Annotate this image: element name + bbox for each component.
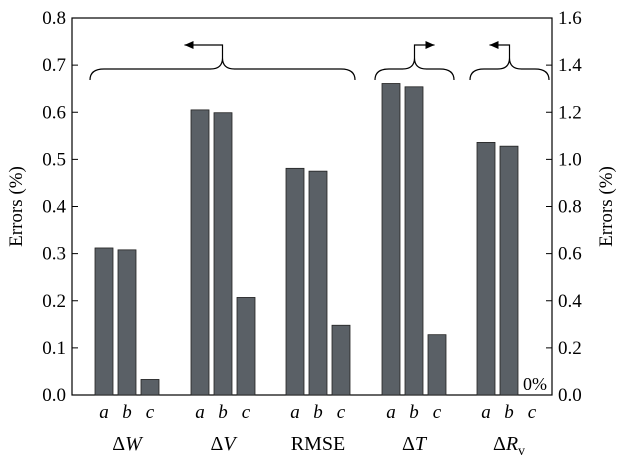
left-tick-label: 0.2: [42, 291, 66, 312]
group-name: R: [505, 433, 518, 455]
sub-label-c: c: [433, 402, 442, 423]
sub-label-c: c: [528, 402, 537, 423]
left-tick-label: 0.7: [42, 55, 66, 76]
bar-t-c: [427, 334, 447, 396]
left-tick-label: 0.4: [42, 197, 66, 218]
sub-label-b: b: [218, 402, 228, 423]
arrowhead: [489, 41, 499, 49]
delta-symbol: Δ: [493, 433, 506, 455]
bar-w-c: [140, 379, 160, 396]
axis-brace: [89, 57, 356, 81]
sub-label-a: a: [195, 402, 205, 423]
group-name: RMSE: [291, 433, 345, 455]
group-name: W: [125, 433, 144, 455]
group-label-v: ΔV: [210, 433, 238, 455]
bar-v-b: [213, 112, 233, 396]
sub-label-b: b: [504, 402, 514, 423]
bar-t-a: [381, 83, 401, 396]
left-tick-label: 0.5: [42, 149, 66, 170]
sub-label-b: b: [313, 402, 323, 423]
bar-w-a: [94, 247, 114, 396]
zero-percent-annotation: 0%: [523, 374, 547, 394]
bar-r-b: [499, 145, 519, 396]
right-tick-label: 0.4: [558, 291, 582, 312]
sub-label-a: a: [290, 402, 300, 423]
bar-w-b: [117, 249, 137, 396]
bar-r-a: [476, 142, 496, 396]
sub-label-a: a: [386, 402, 396, 423]
sub-label-a: a: [99, 402, 109, 423]
right-tick-label: 0.2: [558, 338, 582, 359]
sub-label-b: b: [122, 402, 132, 423]
group-label-rmse: RMSE: [291, 433, 345, 455]
sub-label-b: b: [409, 402, 419, 423]
delta-symbol: Δ: [210, 433, 223, 455]
left-tick-label: 0.6: [42, 102, 66, 123]
sub-label-a: a: [481, 402, 491, 423]
sub-label-c: c: [242, 402, 251, 423]
bar-t-b: [404, 86, 424, 396]
bar-rmse-a: [285, 167, 305, 396]
y-axis-right-title: Errors (%): [596, 166, 617, 247]
right-tick-label: 0.6: [558, 244, 582, 265]
arrowhead: [184, 41, 194, 49]
axis-brace: [374, 57, 455, 81]
arrowhead: [425, 41, 435, 49]
delta-symbol: Δ: [112, 433, 125, 455]
left-axis-arrow: [184, 44, 224, 58]
group-subscript: v: [518, 444, 525, 459]
left-axis-arrow: [489, 44, 511, 58]
bar-rmse-b: [308, 170, 328, 396]
left-tick-label: 0.3: [42, 244, 66, 265]
group-label-w: ΔW: [112, 433, 144, 455]
right-tick-label: 1.2: [558, 102, 582, 123]
group-label-t: ΔT: [402, 433, 428, 455]
bar-v-a: [190, 109, 210, 396]
y-axis-left-title: Errors (%): [6, 166, 27, 247]
group-name: T: [415, 433, 428, 455]
sub-label-c: c: [337, 402, 346, 423]
group-name: V: [223, 433, 238, 455]
right-tick-label: 0.0: [558, 385, 582, 406]
right-tick-label: 1.4: [558, 55, 582, 76]
right-tick-label: 0.8: [558, 197, 582, 218]
left-tick-label: 0.8: [42, 8, 66, 29]
bar-rmse-c: [331, 324, 351, 396]
right-axis-arrow: [413, 44, 435, 58]
right-tick-label: 1.6: [558, 8, 582, 29]
group-label-r: ΔRv: [493, 433, 525, 459]
right-tick-label: 1.0: [558, 149, 582, 170]
sub-label-c: c: [146, 402, 155, 423]
bar-v-c: [236, 297, 256, 396]
left-tick-label: 0.1: [42, 338, 66, 359]
axis-brace: [469, 57, 550, 81]
left-tick-label: 0.0: [42, 385, 66, 406]
delta-symbol: Δ: [402, 433, 415, 455]
